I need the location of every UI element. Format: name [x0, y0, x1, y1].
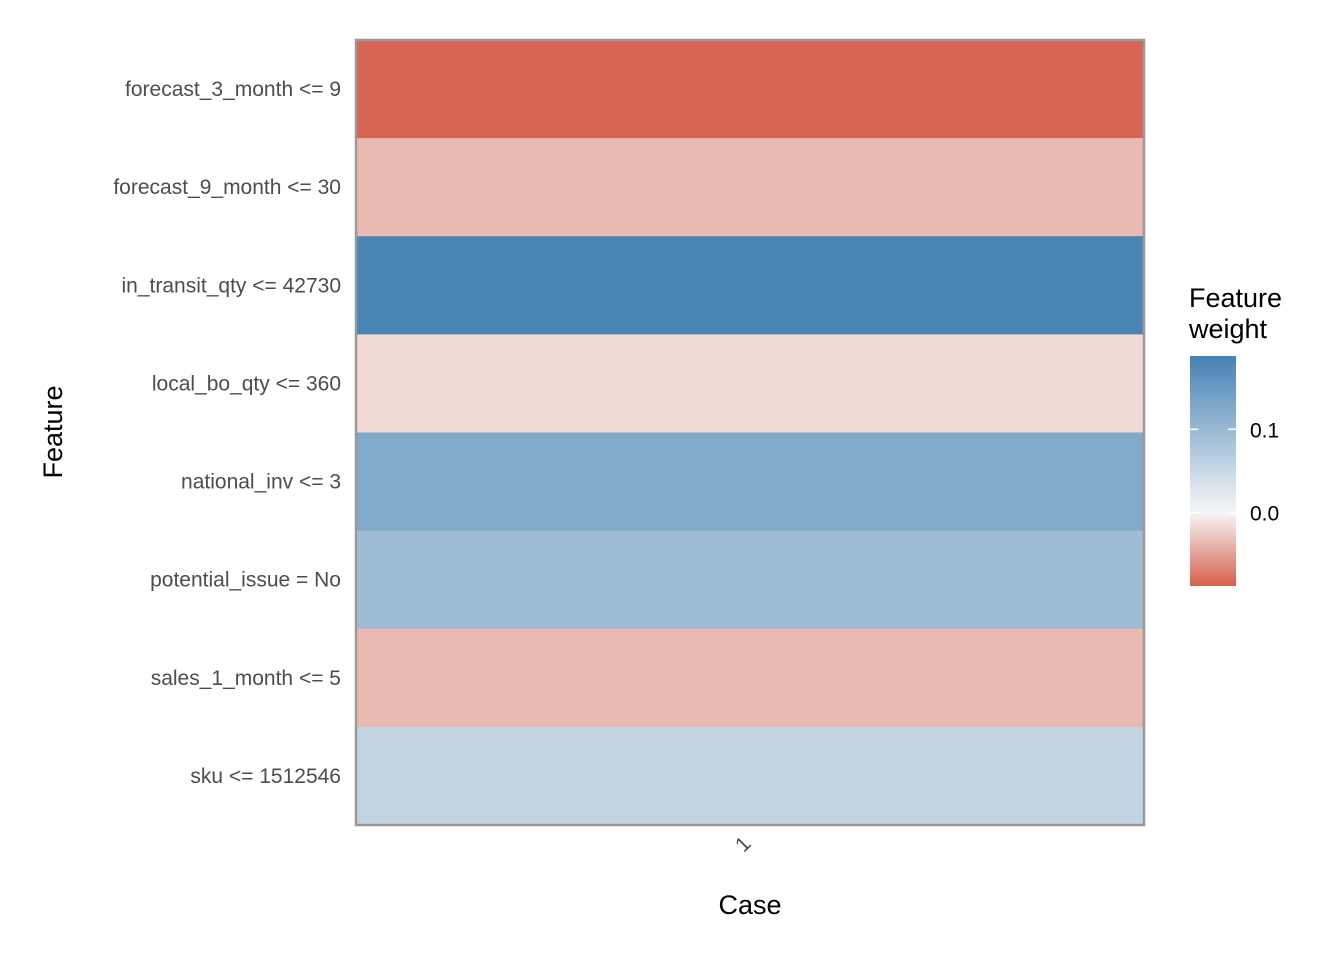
heatmap-cell [357, 726, 1143, 826]
heatmap-cell [357, 530, 1143, 630]
y-tick-label: local_bo_qty <= 360 [152, 372, 341, 395]
y-axis-title: Feature [38, 385, 68, 478]
heatmap-cell [357, 628, 1143, 728]
legend-title-line: weight [1188, 314, 1268, 344]
y-tick-label: forecast_3_month <= 9 [125, 78, 341, 101]
panel-border [354, 38, 1146, 827]
legend: Feature weight 0.1 0.0 [1188, 283, 1282, 586]
x-axis-tick-labels: 1 [731, 832, 756, 857]
legend-colorbar [1190, 356, 1236, 586]
heatmap-cell [357, 236, 1143, 335]
legend-title-line: Feature [1189, 283, 1282, 313]
legend-ticks: 0.1 0.0 [1190, 419, 1279, 526]
y-tick-label: sales_1_month <= 5 [151, 667, 341, 690]
heatmap-cell [357, 138, 1143, 237]
y-tick-label: forecast_9_month <= 30 [113, 176, 341, 199]
legend-title: Feature weight [1188, 283, 1282, 344]
y-tick-label: sku <= 1512546 [190, 765, 341, 788]
y-axis-tick-labels: forecast_3_month <= 9 forecast_9_month <=… [113, 78, 341, 788]
heatmap-cell [357, 40, 1143, 139]
y-tick-label: in_transit_qty <= 42730 [122, 274, 342, 297]
y-tick-label: national_inv <= 3 [181, 471, 341, 494]
heatmap-cell [357, 334, 1143, 433]
x-axis-title: Case [718, 890, 781, 920]
legend-tick-label: 0.1 [1250, 419, 1279, 442]
heatmap-cells [357, 40, 1143, 826]
x-tick-label: 1 [731, 832, 756, 857]
y-tick-label: potential_issue = No [150, 569, 341, 592]
heatmap-cell [357, 432, 1143, 532]
legend-tick-label: 0.0 [1250, 503, 1279, 526]
